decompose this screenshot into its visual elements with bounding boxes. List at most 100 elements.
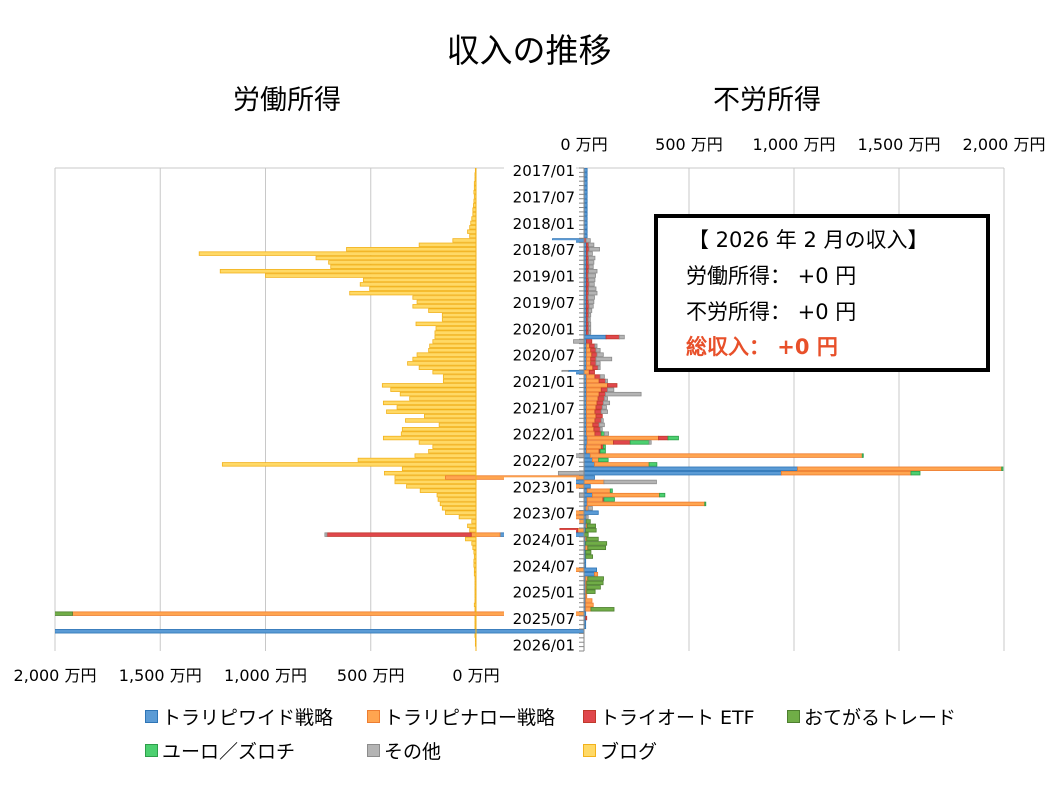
- bar-blog: [418, 242, 477, 248]
- bar-series-3: [590, 607, 615, 612]
- category-label-bg: [504, 609, 576, 627]
- bar-blog: [471, 519, 477, 524]
- bar-series-3: [586, 536, 599, 542]
- category-label: 2017/07: [513, 189, 575, 207]
- bar-blog: [442, 378, 477, 384]
- bar-series-0: [583, 567, 598, 572]
- bar-series-1: [585, 593, 588, 599]
- bar-blog: [432, 339, 477, 344]
- bar-series-5: [588, 321, 592, 327]
- bar-blog: [346, 247, 477, 252]
- bar-series-3: [587, 576, 604, 581]
- category-label-bg: [504, 292, 576, 310]
- bar-series-1: [586, 343, 591, 349]
- bar-blog: [438, 422, 477, 428]
- bar-series-1: [594, 571, 599, 577]
- chart-title: 収入の推移: [446, 31, 612, 70]
- bar-series-1: [586, 427, 595, 432]
- bar-blog: [424, 413, 477, 419]
- bar-series-5: [607, 387, 615, 392]
- bar-series-1: [586, 348, 592, 353]
- bar-series-1: [586, 422, 594, 428]
- bar-series-1: [579, 519, 585, 524]
- summary-labor: 労働所得： +0 円: [686, 264, 857, 288]
- bar-series-4: [609, 488, 613, 493]
- bar-blog: [437, 497, 477, 502]
- summary-heading: 【 2026 年 2 月の収入】: [688, 228, 929, 252]
- bar-series-2: [590, 348, 597, 353]
- bar-series-2: [588, 369, 595, 375]
- bar-series-4: [667, 435, 679, 441]
- bar-blog: [407, 361, 477, 366]
- bar-series-0: [583, 484, 591, 489]
- bar-series-1: [586, 365, 594, 370]
- bar-blog: [219, 268, 477, 274]
- category-label-bg: [504, 424, 576, 442]
- summary-nonlabor: 不労所得： +0 円: [686, 300, 857, 324]
- bar-series-1: [585, 607, 592, 612]
- bar-blog: [469, 225, 477, 230]
- category-label: 2024/07: [513, 557, 575, 575]
- category-label: 2019/01: [513, 268, 575, 286]
- bar-series-5: [587, 506, 593, 511]
- bar-series-1: [586, 497, 604, 502]
- bar-series-2: [592, 365, 599, 370]
- category-label: 2021/07: [513, 399, 575, 417]
- bar-blog: [471, 216, 477, 221]
- bar-series-4: [910, 470, 921, 476]
- left-x-tick-label: 500 万円: [337, 666, 405, 685]
- bar-series-5: [588, 330, 592, 335]
- bar-series-4: [603, 497, 615, 502]
- bar-series-1: [586, 396, 599, 401]
- bar-series-1: [586, 405, 597, 410]
- bar-series-5: [573, 339, 585, 344]
- bar-series-1: [586, 400, 598, 406]
- bar-series-3: [586, 585, 601, 590]
- bar-blog: [390, 387, 477, 392]
- bar-series-5: [597, 365, 601, 370]
- bar-series-4: [602, 444, 606, 450]
- bar-series-5: [588, 282, 595, 287]
- bar-series-1: [583, 369, 590, 375]
- bar-series-1: [586, 374, 596, 379]
- bar-blog: [406, 484, 477, 489]
- bar-blog: [434, 334, 477, 340]
- category-label-bg: [504, 503, 576, 521]
- bar-series-1: [586, 352, 593, 357]
- bar-series-1: [586, 391, 600, 397]
- bar-blog: [386, 409, 477, 414]
- category-label-bg: [504, 187, 576, 205]
- bar-series-5: [596, 352, 604, 357]
- bar-series-5: [600, 409, 608, 414]
- bar-blog: [428, 348, 477, 353]
- category-label-bg: [504, 556, 576, 574]
- bar-series-1: [586, 387, 602, 392]
- bar-blog: [357, 457, 477, 463]
- category-label-bg: [504, 530, 576, 548]
- bar-series-4: [598, 457, 609, 463]
- category-label-bg: [504, 345, 576, 363]
- bar-blog: [400, 431, 477, 436]
- bar-series-0: [583, 462, 595, 467]
- bar-series-5: [603, 431, 609, 436]
- bar-series-0: [55, 629, 585, 634]
- bar-series-5: [588, 260, 595, 265]
- left-x-tick-label: 1,500 万円: [119, 666, 202, 685]
- bar-series-4: [659, 492, 666, 498]
- legend-item: その他: [367, 737, 441, 764]
- bar-series-2: [593, 427, 601, 432]
- bar-series-5: [578, 492, 585, 498]
- bar-series-5: [588, 326, 592, 331]
- category-label-bg: [504, 161, 576, 179]
- bar-series-2: [586, 339, 593, 344]
- bar-series-2: [658, 435, 669, 441]
- bar-blog: [415, 321, 477, 327]
- legend-swatch: [145, 744, 158, 757]
- bar-blog: [445, 510, 477, 515]
- bar-series-2: [595, 405, 603, 410]
- bar-blog: [432, 444, 477, 450]
- monthly-summary-box: 【 2026 年 2 月の収入】 労働所得： +0 円 不労所得： +0 円 総…: [654, 214, 990, 372]
- bar-series-5: [588, 286, 597, 291]
- bar-blog: [435, 326, 477, 331]
- bar-blog: [328, 260, 477, 265]
